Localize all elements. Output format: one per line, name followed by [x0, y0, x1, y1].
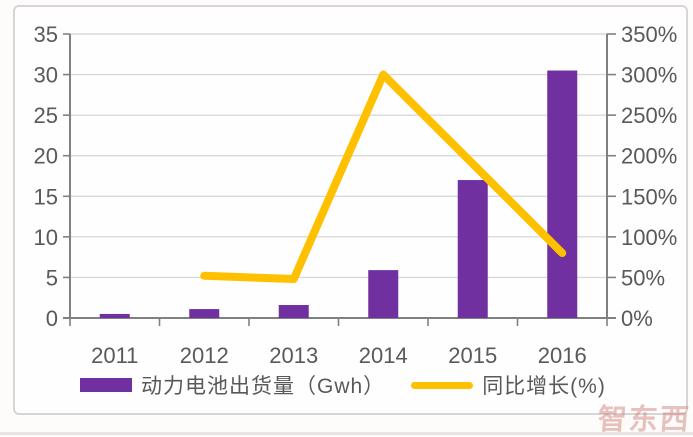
right-axis-tick-label: 150%: [621, 184, 677, 209]
legend-label-shipments: 动力电池出货量（Gwh）: [141, 375, 386, 398]
left-axis-tick-label: 20: [34, 144, 58, 169]
right-axis-tick-label: 100%: [621, 225, 677, 250]
left-axis-tick-label: 35: [34, 22, 58, 47]
bar-2016: [547, 70, 578, 318]
bar-2013: [278, 305, 309, 318]
x-axis-category-label: 2016: [538, 343, 587, 368]
left-axis-tick-label: 5: [46, 265, 58, 290]
bottom-divider: [0, 432, 693, 435]
x-axis-category-label: 2014: [359, 343, 408, 368]
legend-item-shipments: 动力电池出货量（Gwh）: [80, 370, 385, 400]
right-axis-tick-label: 50%: [621, 265, 665, 290]
right-axis-tick-label: 0%: [621, 306, 653, 331]
x-axis-category-label: 2015: [448, 343, 497, 368]
right-axis-tick-label: 350%: [621, 22, 677, 47]
chart-legend: 动力电池出货量（Gwh） 同比增长(%): [80, 370, 606, 400]
x-axis-category-label: 2012: [180, 343, 229, 368]
left-axis-tick-label: 15: [34, 184, 58, 209]
bar-2015: [457, 180, 488, 318]
right-axis-tick-label: 250%: [621, 103, 677, 128]
line-series-swatch-icon: [411, 381, 474, 389]
legend-label-growth: 同比增长(%): [482, 375, 606, 398]
bar-2011: [99, 313, 130, 318]
x-axis-category-label: 2011: [91, 343, 138, 368]
bar-series-swatch-icon: [80, 378, 132, 392]
bar-2012: [189, 309, 220, 318]
bar-2014: [368, 270, 399, 318]
left-axis-tick-label: 0: [46, 306, 58, 331]
right-axis-tick-label: 300%: [621, 63, 677, 88]
left-axis-tick-label: 25: [34, 103, 58, 128]
left-axis-tick-label: 10: [34, 225, 58, 250]
legend-item-growth: 同比增长(%): [411, 370, 606, 400]
x-axis-category-label: 2013: [269, 343, 318, 368]
watermark-zhidx: 智东西: [596, 404, 692, 436]
growth-line: [200, 70, 567, 284]
right-axis-tick-label: 200%: [621, 144, 677, 169]
left-axis-tick-label: 30: [34, 63, 58, 88]
